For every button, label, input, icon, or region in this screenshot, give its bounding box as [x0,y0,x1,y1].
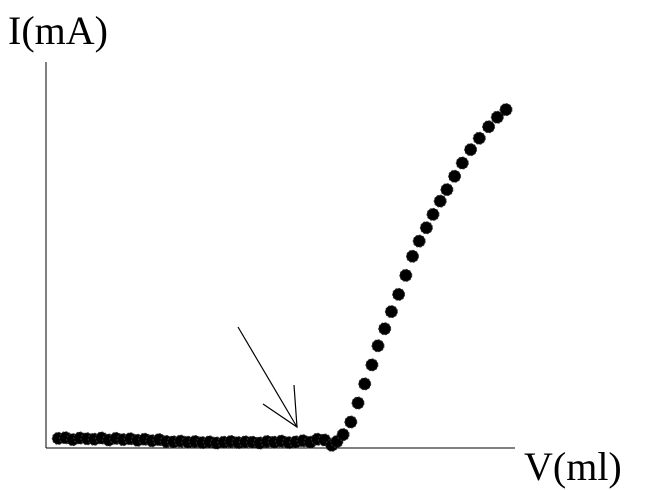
data-point [419,221,433,235]
data-point [351,396,365,410]
arrow-shaft [237,326,298,428]
data-point [406,249,419,263]
y-axis-label: I(mA) [8,8,108,53]
data-point [464,143,478,157]
data-points [51,103,513,452]
data-point [426,207,440,221]
arrow-head [262,384,298,429]
data-point [384,305,398,319]
x-axis-label: V(ml) [524,444,622,489]
data-point [412,234,426,248]
data-point [490,110,504,124]
data-point [433,194,447,208]
data-point [440,183,454,197]
data-point [399,268,413,282]
data-point [482,120,496,134]
data-point [455,156,469,170]
data-point [344,415,358,429]
axes [45,62,515,449]
data-point [499,103,513,117]
data-point [448,169,462,183]
data-point [371,339,385,353]
data-point [336,428,350,442]
data-point [365,358,379,372]
data-point [392,287,406,301]
data-point [378,322,392,336]
data-point [358,377,372,391]
data-point [472,131,486,145]
annotation-arrow [237,326,298,429]
